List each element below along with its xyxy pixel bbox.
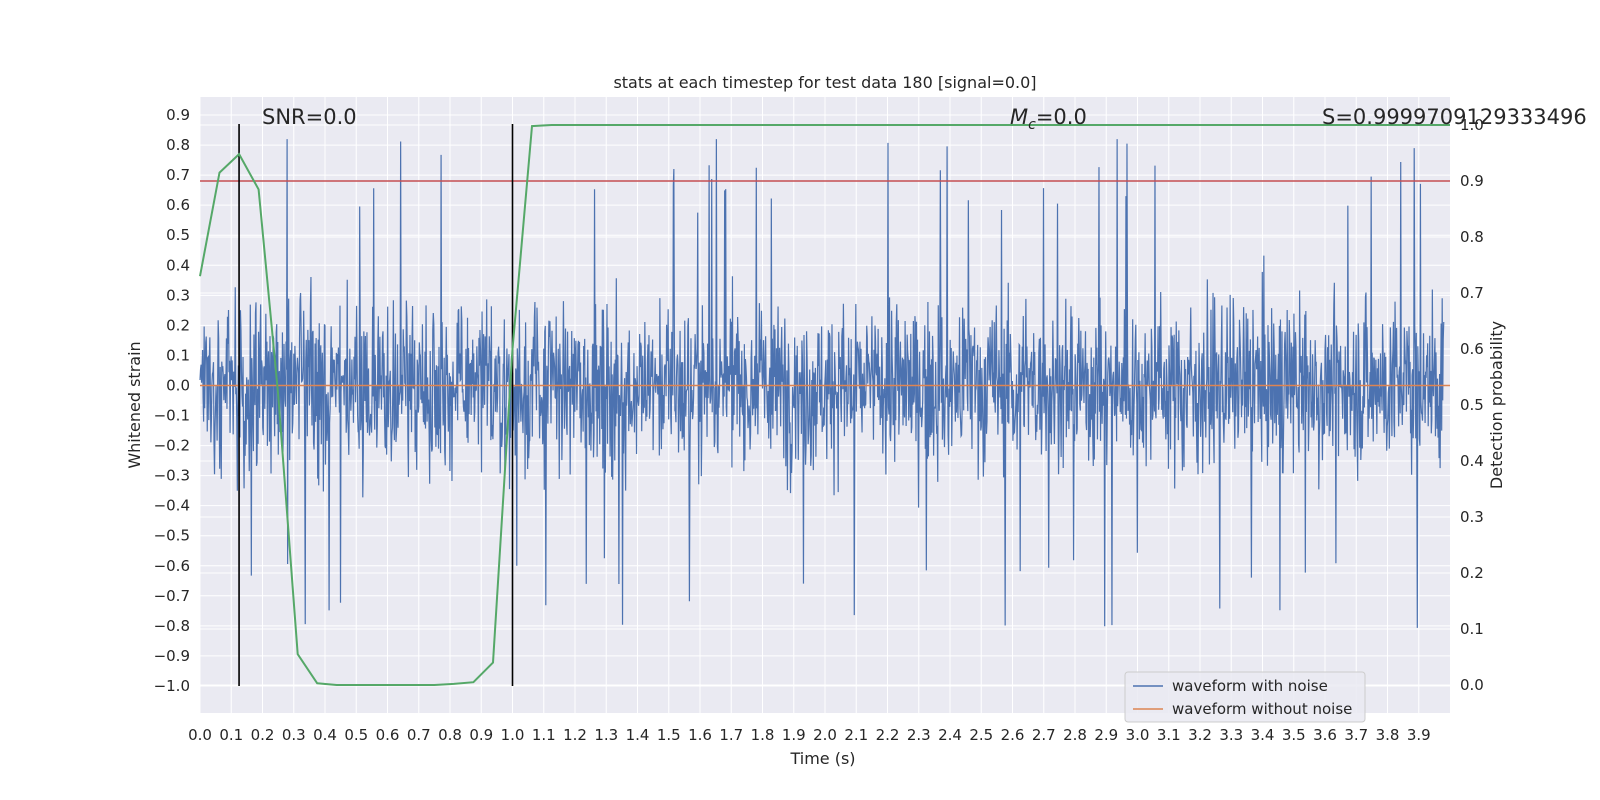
y2-tick-label-1: 0.9 — [1460, 172, 1484, 190]
x-tick-label-24: 2.4 — [938, 726, 962, 744]
x-tick-label-23: 2.3 — [907, 726, 931, 744]
y-tick-label-0: 0.9 — [166, 106, 190, 124]
y-tick-label-15: −0.6 — [154, 557, 190, 575]
x-tick-label-35: 3.5 — [1282, 726, 1306, 744]
legend-label-noise: waveform with noise — [1172, 677, 1328, 695]
x-tick-label-37: 3.7 — [1344, 726, 1368, 744]
x-tick-label-36: 3.6 — [1313, 726, 1337, 744]
x-tick-label-39: 3.9 — [1407, 726, 1431, 744]
y-tick-label-3: 0.6 — [166, 196, 190, 214]
y-tick-label-12: −0.3 — [154, 467, 190, 485]
y-tick-label-1: 0.8 — [166, 136, 190, 154]
y-tick-label-8: 0.1 — [166, 346, 190, 364]
y-tick-label-19: −1.0 — [154, 677, 190, 695]
x-tick-label-31: 3.1 — [1157, 726, 1181, 744]
x-tick-labels: 0.0 0.1 0.2 0.3 0.4 0.5 0.6 0.7 0.8 0.9 1.0 1.1 1.2 1… — [188, 726, 1431, 744]
x-axis-label: Time (s) — [789, 749, 855, 768]
y2-tick-label-7: 0.3 — [1460, 508, 1484, 526]
snr-annotation: SNR=0.0 — [262, 105, 357, 129]
x-tick-label-30: 3.0 — [1126, 726, 1150, 744]
legend: waveform with noise waveform without noi… — [1124, 671, 1366, 723]
x-tick-label-14: 1.4 — [626, 726, 650, 744]
y-axis-label: Whitened strain — [125, 341, 144, 468]
y-tick-label-7: 0.2 — [166, 316, 190, 334]
y-tick-label-10: −0.1 — [154, 407, 190, 425]
x-tick-label-1: 0.1 — [219, 726, 243, 744]
x-tick-label-29: 2.9 — [1094, 726, 1118, 744]
x-tick-label-33: 3.3 — [1219, 726, 1243, 744]
series-detection-probability — [199, 124, 1450, 686]
chirp-mass-symbol: M — [1010, 105, 1028, 129]
x-tick-label-9: 0.9 — [469, 726, 493, 744]
y2-tick-label-5: 0.5 — [1460, 396, 1484, 414]
y2-tick-label-6: 0.4 — [1460, 452, 1484, 470]
x-tick-label-21: 2.1 — [844, 726, 868, 744]
x-tick-label-18: 1.8 — [751, 726, 775, 744]
y2-tick-label-2: 0.8 — [1460, 228, 1484, 246]
x-tick-label-0: 0.0 — [188, 726, 212, 744]
y-tick-label-2: 0.7 — [166, 166, 190, 184]
x-tick-label-16: 1.6 — [688, 726, 712, 744]
y-tick-label-9: 0.0 — [166, 376, 190, 394]
y-tick-label-5: 0.4 — [166, 256, 190, 274]
x-tick-label-20: 2.0 — [813, 726, 837, 744]
x-tick-label-11: 1.1 — [532, 726, 556, 744]
chart-title: stats at each timestep for test data 180… — [613, 73, 1036, 92]
y-tick-label-16: −0.7 — [154, 587, 190, 605]
y2-tick-label-0: 1.0 — [1460, 116, 1484, 134]
legend-box — [1124, 671, 1366, 723]
score-annotation: S=0.9999709129333496 — [1322, 105, 1587, 129]
y-tick-label-18: −0.9 — [154, 647, 190, 665]
y-tick-label-17: −0.8 — [154, 617, 190, 635]
y2-tick-label-10: 0.0 — [1460, 676, 1484, 694]
x-tick-label-3: 0.3 — [282, 726, 306, 744]
y-tick-label-6: 0.3 — [166, 286, 190, 304]
x-tick-label-27: 2.7 — [1032, 726, 1056, 744]
y2-tick-label-4: 0.6 — [1460, 340, 1484, 358]
x-tick-label-17: 1.7 — [719, 726, 743, 744]
x-tick-label-6: 0.6 — [376, 726, 400, 744]
x-tick-label-7: 0.7 — [407, 726, 431, 744]
y-tick-labels: 0.9 0.8 0.7 0.6 0.5 0.4 0.3 0.2 0.1 0.0 −0.1 −0.2 −0… — [154, 106, 190, 695]
x-tick-label-19: 1.9 — [782, 726, 806, 744]
y2-tick-label-3: 0.7 — [1460, 284, 1484, 302]
event-markers — [238, 124, 514, 686]
x-tick-label-2: 0.2 — [251, 726, 275, 744]
x-tick-label-22: 2.2 — [876, 726, 900, 744]
y-tick-label-11: −0.2 — [154, 437, 190, 455]
x-tick-label-5: 0.5 — [344, 726, 368, 744]
x-tick-label-32: 3.2 — [1188, 726, 1212, 744]
chirp-mass-subscript: c — [1028, 117, 1036, 133]
y2-tick-label-9: 0.1 — [1460, 620, 1484, 638]
x-tick-label-13: 1.3 — [594, 726, 618, 744]
x-tick-label-26: 2.6 — [1001, 726, 1025, 744]
x-tick-label-15: 1.5 — [657, 726, 681, 744]
y-tick-label-14: −0.5 — [154, 527, 190, 545]
chirp-mass-annotation: Mc=0.0 — [1010, 105, 1087, 133]
chirp-mass-value: =0.0 — [1036, 105, 1087, 129]
y-tick-label-4: 0.5 — [166, 226, 190, 244]
x-tick-label-8: 0.8 — [438, 726, 462, 744]
y2-axis-label: Detection probability — [1487, 321, 1506, 489]
series-waveform-with-noise — [199, 139, 1445, 628]
x-tick-label-4: 0.4 — [313, 726, 337, 744]
x-tick-label-12: 1.2 — [563, 726, 587, 744]
noise-trace — [199, 139, 1445, 628]
legend-label-clean: waveform without noise — [1172, 700, 1352, 718]
x-tick-label-38: 3.8 — [1376, 726, 1400, 744]
y-tick-label-13: −0.4 — [154, 497, 190, 515]
x-tick-label-34: 3.4 — [1251, 726, 1275, 744]
x-tick-label-28: 2.8 — [1063, 726, 1087, 744]
y2-tick-label-8: 0.2 — [1460, 564, 1484, 582]
x-tick-label-10: 1.0 — [501, 726, 525, 744]
x-tick-label-25: 2.5 — [969, 726, 993, 744]
y2-tick-labels: 1.0 0.9 0.8 0.7 0.6 0.5 0.4 0.3 0.2 0.1 0.0 — [1460, 116, 1484, 694]
